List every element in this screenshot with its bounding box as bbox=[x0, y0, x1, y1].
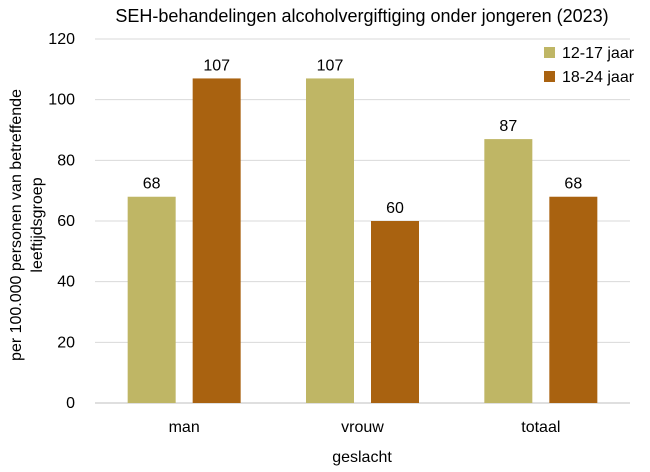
bar bbox=[371, 221, 419, 403]
legend-label: 12-17 jaar bbox=[562, 45, 635, 62]
x-axis-label: geslacht bbox=[332, 449, 392, 466]
bar bbox=[127, 196, 176, 403]
y-axis-tick-labels: 0 20 40 60 80 100 120 bbox=[48, 31, 75, 412]
bar bbox=[549, 196, 598, 403]
x-tick-label: totaal bbox=[521, 419, 560, 436]
y-tick-label: 100 bbox=[48, 92, 75, 109]
gridlines bbox=[95, 38, 630, 404]
legend-swatch bbox=[544, 71, 555, 82]
y-tick-label: 120 bbox=[48, 31, 75, 48]
bars bbox=[127, 78, 598, 403]
data-label: 87 bbox=[499, 118, 517, 135]
x-axis-tick-labels: man vrouw totaal bbox=[169, 419, 561, 436]
x-tick-label: man bbox=[169, 419, 200, 436]
data-label: 68 bbox=[143, 176, 161, 193]
x-tick-label: vrouw bbox=[341, 419, 384, 436]
y-tick-label: 0 bbox=[66, 395, 75, 412]
y-axis-label: per 100.000 personen van betreffende lee… bbox=[8, 89, 46, 361]
bar bbox=[192, 78, 241, 403]
data-label: 68 bbox=[564, 176, 582, 193]
legend-label: 18-24 jaar bbox=[562, 69, 635, 86]
data-label: 60 bbox=[386, 200, 404, 217]
bar bbox=[306, 78, 354, 403]
y-tick-label: 60 bbox=[57, 213, 75, 230]
data-label: 107 bbox=[203, 57, 230, 74]
y-axis-label-line-1: per 100.000 personen van betreffende bbox=[8, 89, 25, 361]
legend-swatch bbox=[544, 47, 555, 58]
data-label: 107 bbox=[317, 57, 344, 74]
chart-title: SEH-behandelingen alcoholvergiftiging on… bbox=[115, 6, 608, 26]
y-tick-label: 40 bbox=[57, 274, 75, 291]
y-tick-label: 20 bbox=[57, 334, 75, 351]
bar bbox=[484, 139, 533, 403]
legend: 12-17 jaar 18-24 jaar bbox=[544, 45, 635, 86]
y-axis-label-line-2: leeftijdsgroep bbox=[29, 177, 46, 272]
data-labels: 68 107 107 60 87 68 bbox=[143, 57, 583, 217]
y-tick-label: 80 bbox=[57, 152, 75, 169]
